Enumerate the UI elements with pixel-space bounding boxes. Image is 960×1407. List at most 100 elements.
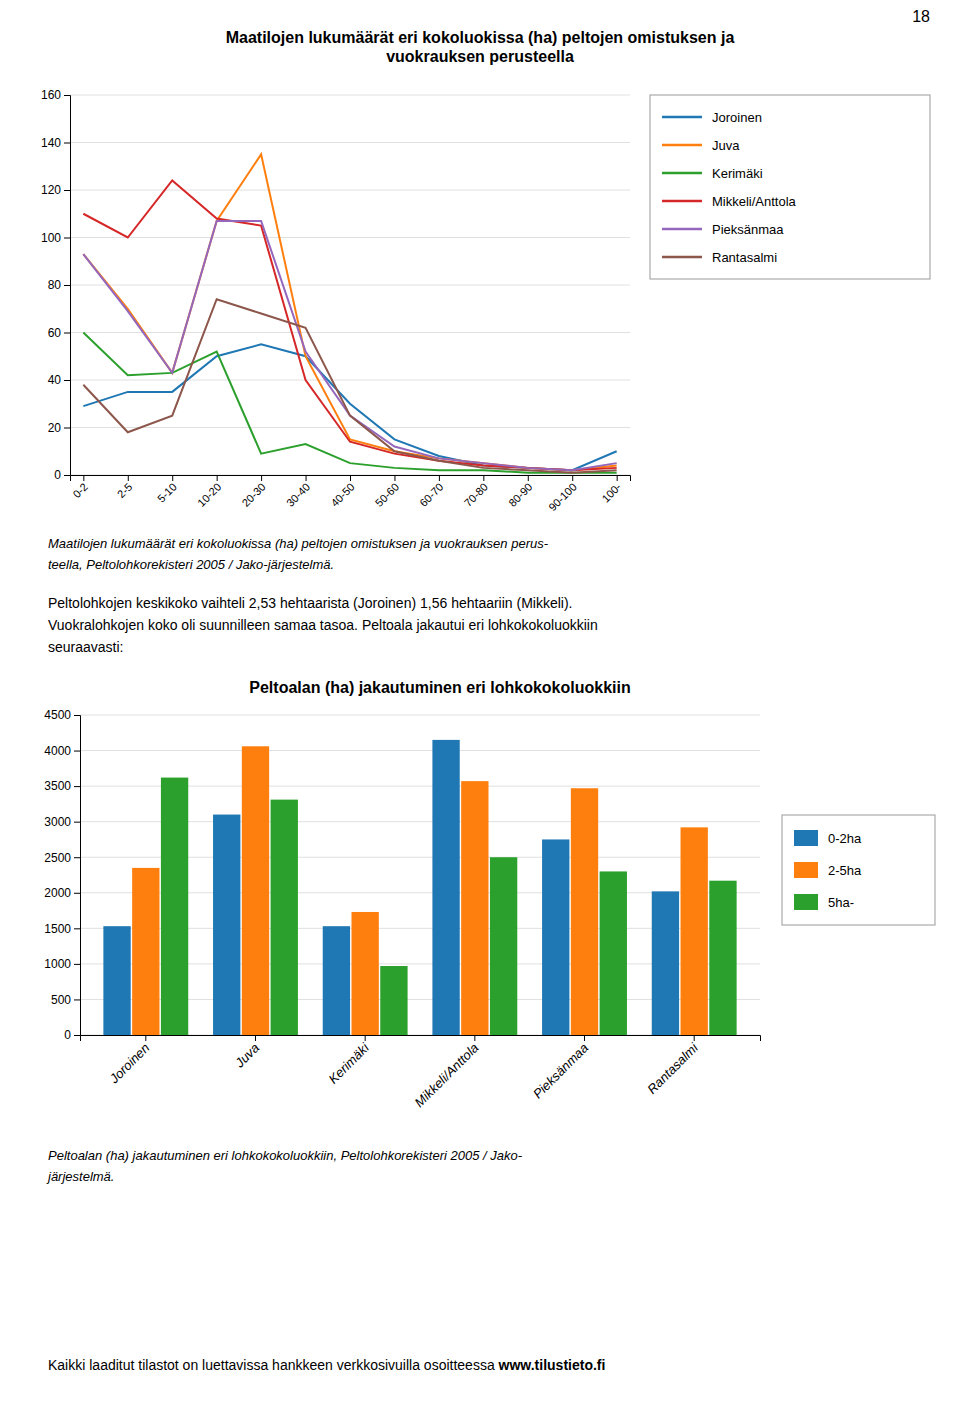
x-tick-label: Mikkeli/Anttola — [412, 1040, 482, 1110]
y-tick-mark — [74, 857, 80, 858]
grid-line — [70, 190, 630, 191]
x-tick-label: Rantasalmi — [644, 1039, 701, 1096]
series-line — [83, 299, 616, 472]
x-tick-mark — [172, 475, 173, 481]
x-tick-mark — [350, 475, 351, 481]
grid-line — [80, 715, 760, 716]
grid-line — [70, 427, 630, 428]
footer: Kaikki laaditut tilastot on luettavissa … — [48, 1357, 605, 1373]
y-axis: 020406080100120140160 — [41, 88, 71, 482]
x-tick-label: Kerimäki — [325, 1039, 372, 1086]
legend-box — [782, 815, 935, 925]
x-tick-mark — [439, 475, 440, 481]
y-tick-mark — [74, 999, 80, 1000]
x-tick-label: 80-90 — [506, 481, 534, 509]
x-tick-mark — [617, 475, 618, 481]
axis-domain — [74, 716, 81, 1036]
legend-swatch — [662, 200, 702, 203]
y-tick: 80 — [48, 278, 70, 292]
bar — [461, 781, 488, 1035]
y-tick: 4000 — [44, 744, 80, 758]
x-tick: 60-70 — [417, 475, 445, 509]
legend-label: Rantasalmi — [712, 250, 777, 265]
y-tick: 2000 — [44, 886, 80, 900]
x-axis: Joroinen Juva Kerimäki Mikkeli/Anttola Pieks… — [81, 1035, 761, 1110]
y-tick: 40 — [48, 373, 70, 387]
x-tick-mark — [217, 475, 218, 481]
bar — [103, 926, 130, 1035]
y-tick-mark — [64, 238, 70, 239]
y-tick-mark — [64, 475, 70, 476]
x-tick: 90-100 — [546, 475, 579, 513]
x-tick-mark — [255, 1035, 256, 1041]
y-tick-label: 3500 — [44, 779, 71, 793]
x-tick: Joroinen — [106, 1035, 153, 1087]
x-tick: 2-5 — [115, 475, 135, 500]
legend-label: Kerimäki — [712, 166, 763, 181]
series-line — [83, 221, 616, 470]
x-tick-label: 70-80 — [462, 481, 490, 509]
footer-text: Kaikki laaditut tilastot on luettavissa … — [48, 1357, 499, 1373]
x-tick: 10-20 — [195, 475, 223, 509]
x-tick: 70-80 — [462, 475, 490, 509]
y-tick-label: 140 — [41, 136, 61, 150]
y-tick-mark — [74, 822, 80, 823]
y-tick: 0 — [54, 468, 70, 482]
x-tick-label: 0-2 — [70, 481, 90, 501]
grid-line — [70, 380, 630, 381]
chart-title-line: Maatilojen lukumäärät eri kokoluokissa (… — [226, 29, 735, 46]
y-tick: 0 — [64, 1028, 80, 1042]
grid-line — [70, 142, 630, 143]
bar — [271, 800, 298, 1035]
x-tick-mark — [145, 1035, 146, 1041]
y-tick-mark — [74, 928, 80, 929]
legend-label: Pieksänmaa — [712, 222, 784, 237]
y-tick: 120 — [41, 183, 70, 197]
chart-title-line: Peltoalan (ha) jakautuminen eri lohkokok… — [249, 679, 630, 696]
bar — [213, 815, 240, 1035]
x-tick-label: Juva — [231, 1040, 262, 1071]
legend-label: 0-2ha — [828, 831, 862, 846]
legend-swatch — [662, 116, 702, 119]
y-tick-label: 3000 — [44, 815, 71, 829]
y-tick-label: 20 — [48, 421, 62, 435]
x-tick-mark — [584, 1035, 585, 1041]
y-tick-mark — [64, 428, 70, 429]
caption: Maatilojen lukumäärät eri kokoluokissa (… — [48, 536, 549, 551]
x-tick-label: 60-70 — [417, 481, 445, 509]
x-tick: Rantasalmi — [644, 1035, 701, 1097]
chart-title: Peltoalan (ha) jakautuminen eri lohkokok… — [249, 679, 630, 696]
x-tick-label: 40-50 — [328, 481, 356, 509]
legend: JoroinenJuvaKerimäkiMikkeli/AnttolaPieks… — [650, 95, 930, 279]
x-tick-mark — [128, 475, 129, 481]
y-tick: 60 — [48, 326, 70, 340]
y-tick: 140 — [41, 136, 70, 150]
x-tick-label: Pieksänmaa — [530, 1040, 591, 1101]
x-tick: Mikkeli/Anttola — [412, 1035, 482, 1110]
x-tick: Kerimäki — [325, 1035, 372, 1087]
x-tick-label: 2-5 — [115, 481, 135, 501]
y-tick-label: 1000 — [44, 957, 71, 971]
x-tick-label: 50-60 — [373, 481, 401, 509]
legend-swatch — [794, 862, 818, 878]
y-tick: 2500 — [44, 851, 80, 865]
x-axis: 0-22-55-1010-2020-3030-4040-5050-6060-70… — [70, 475, 630, 513]
x-tick-mark — [528, 475, 529, 481]
marks — [103, 740, 736, 1035]
caption: teella, Peltolohkorekisteri 2005 / Jako-… — [48, 557, 334, 572]
y-tick-label: 4000 — [44, 744, 71, 758]
y-tick: 100 — [41, 231, 70, 245]
bar-chart: 050010001500200025003000350040004500Joro… — [44, 708, 760, 1110]
series-line — [83, 333, 616, 473]
x-tick-label: 5-10 — [155, 481, 179, 505]
grid-line — [70, 285, 630, 286]
y-tick-mark — [64, 95, 70, 96]
y-tick-label: 1500 — [44, 922, 71, 936]
axis-domain — [81, 1036, 761, 1042]
y-tick-label: 0 — [54, 468, 61, 482]
y-tick-mark — [64, 190, 70, 191]
chart-title: Maatilojen lukumäärät eri kokoluokissa (… — [226, 29, 735, 65]
bar — [681, 827, 708, 1035]
footer-url: www.tilustieto.fi — [498, 1357, 606, 1373]
legend: 0-2ha2-5ha5ha- — [782, 815, 935, 925]
